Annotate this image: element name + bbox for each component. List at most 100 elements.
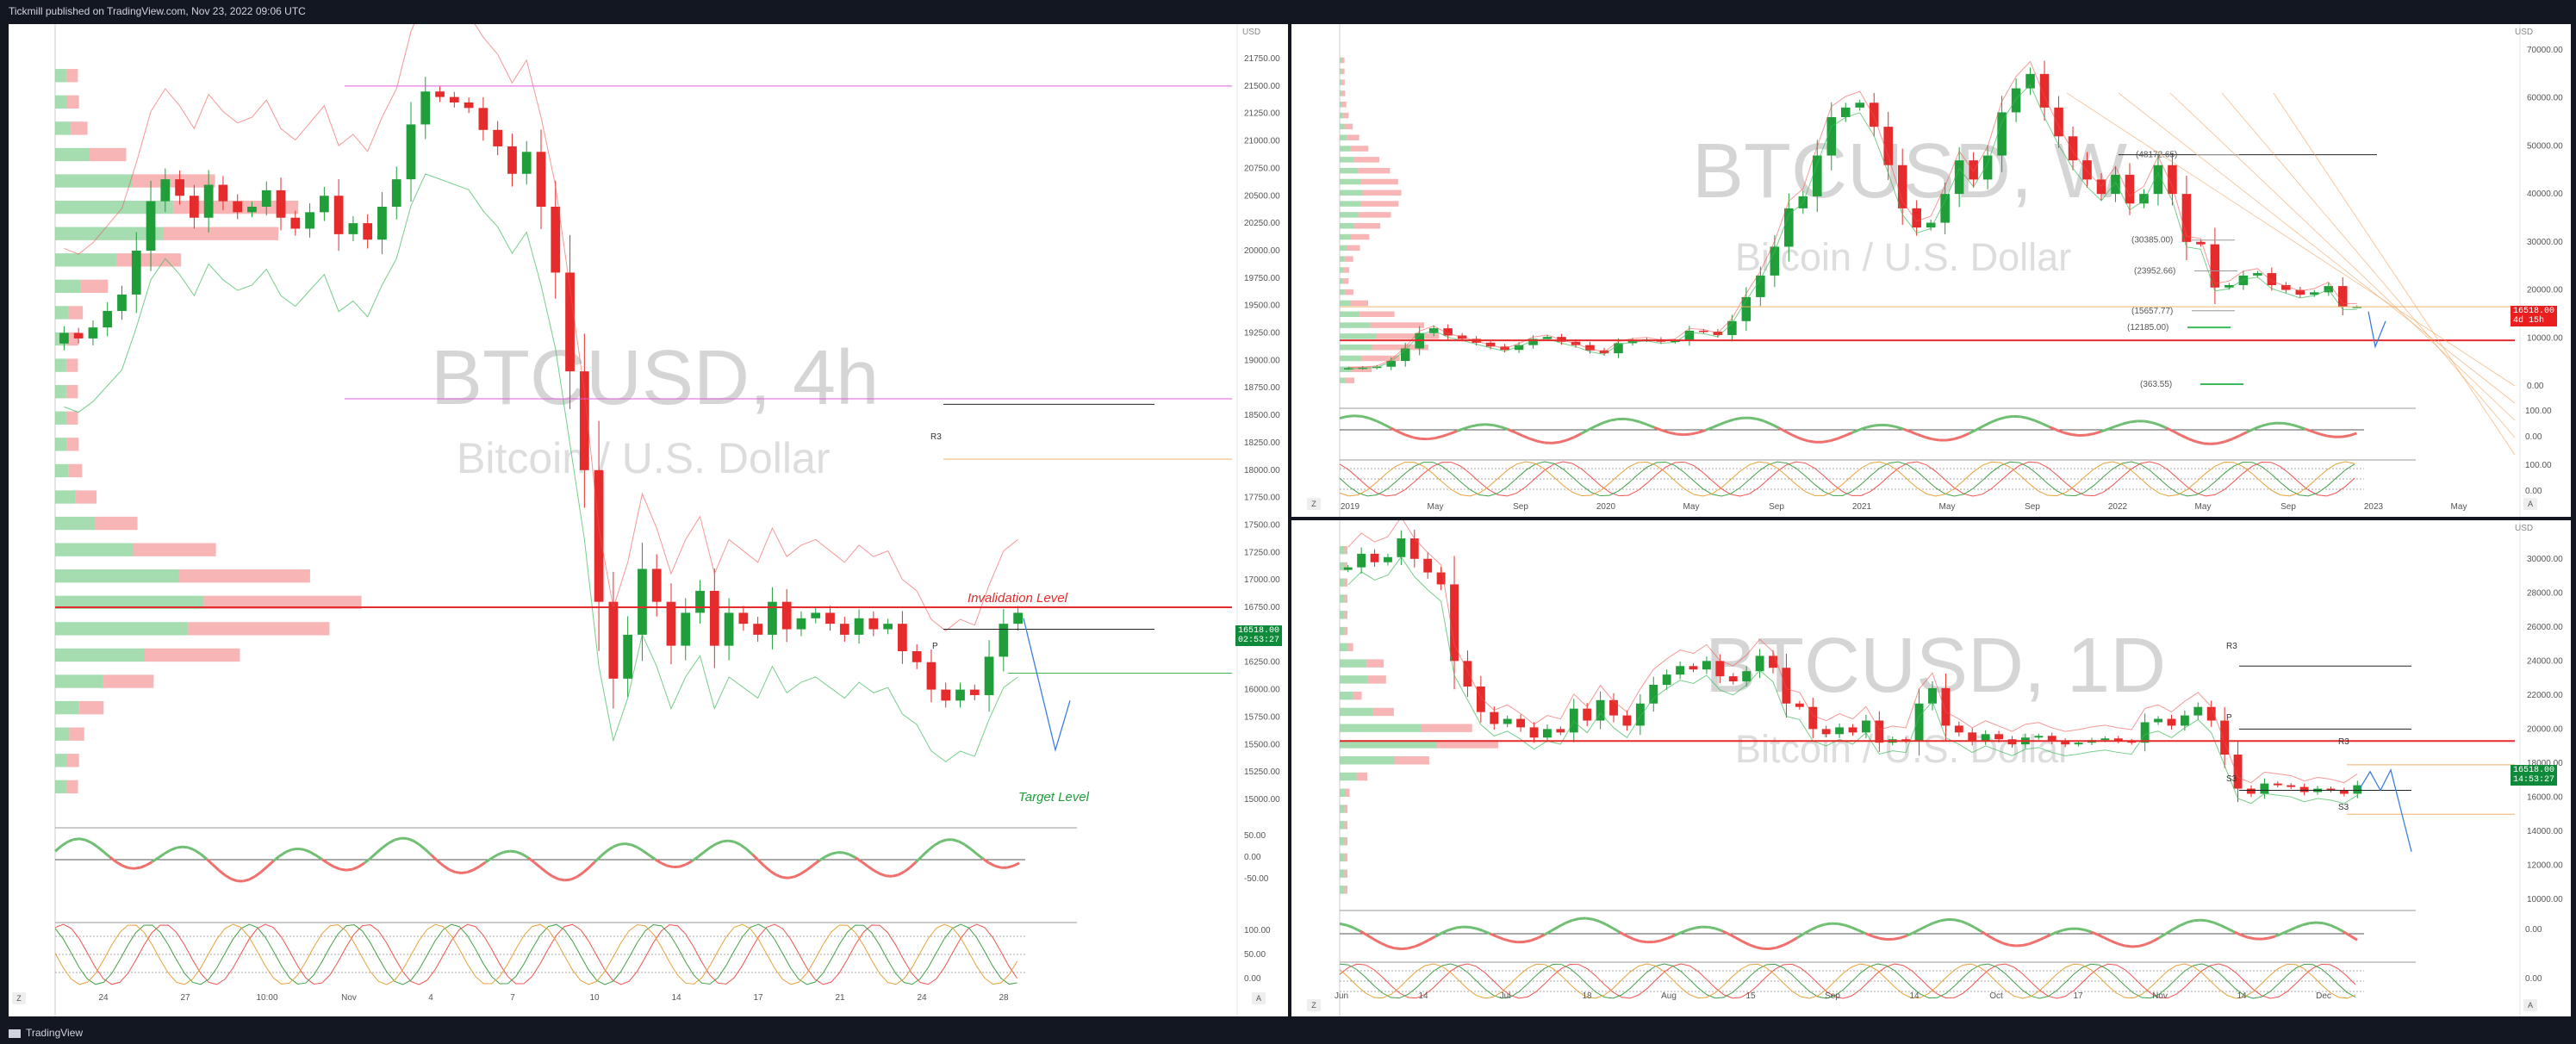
candle-body bbox=[2100, 738, 2110, 741]
volume-profile-bar-up bbox=[1340, 146, 1351, 152]
stoch-tick-label: 0.00 bbox=[2525, 974, 2542, 984]
candle-body bbox=[2224, 285, 2234, 288]
candle-body bbox=[1400, 348, 1410, 362]
candle-body bbox=[1969, 160, 1978, 180]
y-tick-label: 20000.00 bbox=[1244, 246, 1280, 256]
rsi-line bbox=[1485, 423, 1494, 427]
rsi-line bbox=[1463, 425, 1472, 430]
rsi-line bbox=[1407, 945, 1416, 950]
bar-countdown: 4d 15h bbox=[2513, 316, 2545, 326]
rsi-line bbox=[1441, 929, 1450, 935]
rsi-line bbox=[418, 842, 426, 850]
candle-body bbox=[1671, 340, 1680, 343]
candle-body bbox=[1676, 666, 1685, 675]
x-tick-label: 2021 bbox=[1852, 502, 1872, 512]
volume-profile-bar-down bbox=[1347, 134, 1360, 140]
target-level-label: Target Level bbox=[1018, 790, 1090, 805]
rsi-line bbox=[812, 860, 820, 867]
y-tick-label: 30000.00 bbox=[2527, 238, 2563, 247]
chart-pane-weekly[interactable]: BTCUSD, W Bitcoin / U.S. Dollar 70000.00… bbox=[1291, 24, 2571, 517]
rsi-line bbox=[1878, 936, 1887, 941]
zoom-z-button[interactable]: Z bbox=[1307, 498, 1321, 510]
rsi-line bbox=[2005, 414, 2013, 419]
rsi-line bbox=[1777, 426, 1787, 433]
chart-pane-daily[interactable]: BTCUSD, 1D Bitcoin / U.S. Dollar 30000.0… bbox=[1291, 520, 2571, 1016]
candle-body bbox=[1702, 661, 1711, 670]
candle-body bbox=[2287, 785, 2296, 787]
candle-body bbox=[1875, 720, 1884, 743]
rsi-line bbox=[121, 864, 128, 869]
rsi-line bbox=[1902, 427, 1911, 433]
rsi-line bbox=[1585, 917, 1593, 921]
y-tick-label: 15250.00 bbox=[1244, 767, 1280, 777]
rsi-line bbox=[1434, 931, 1443, 938]
rsi-line bbox=[1537, 439, 1546, 444]
stoch-tick-label: 50.00 bbox=[1244, 950, 1266, 960]
rsi-line bbox=[879, 872, 887, 878]
candle-body bbox=[2034, 736, 2044, 738]
rsi-line bbox=[2305, 427, 2314, 433]
rsi-line bbox=[478, 861, 487, 868]
zoom-z-button[interactable]: Z bbox=[12, 992, 26, 1004]
rsi-line bbox=[763, 865, 772, 873]
candle-body bbox=[478, 108, 488, 130]
x-tick-label: 2020 bbox=[1596, 502, 1616, 512]
trailing-stop-line-red bbox=[1347, 520, 2358, 784]
y-tick-label: 20000.00 bbox=[2527, 286, 2563, 295]
volume-profile-bar-up bbox=[55, 754, 67, 767]
rsi-line bbox=[182, 845, 190, 849]
auto-scale-button[interactable]: A bbox=[2523, 999, 2537, 1011]
volume-profile-bar-up bbox=[1340, 333, 1376, 339]
rsi-line bbox=[2187, 438, 2197, 444]
rsi-line bbox=[1360, 929, 1368, 936]
rsi-line bbox=[727, 839, 735, 843]
zoom-z-button[interactable]: Z bbox=[1307, 999, 1321, 1011]
rsi-line bbox=[1653, 426, 1663, 432]
y-tick-label: 0.00 bbox=[2527, 382, 2544, 391]
candle-body bbox=[2299, 786, 2309, 792]
rsi-line bbox=[1666, 934, 1675, 940]
fib-level-label: (48172.65) bbox=[2136, 151, 2177, 160]
rsi-line bbox=[412, 839, 420, 846]
rsi-line bbox=[1764, 419, 1772, 426]
chart-pane-4h[interactable]: BTCUSD, 4h Bitcoin / U.S. Dollar 21750.0… bbox=[9, 24, 1288, 1016]
rsi-line bbox=[2172, 924, 2181, 931]
candle-body bbox=[608, 601, 619, 679]
volume-profile-bar-up bbox=[55, 411, 66, 425]
y-tick-label: 24000.00 bbox=[2527, 656, 2563, 666]
rsi-line bbox=[1895, 425, 1904, 431]
rsi-line bbox=[490, 853, 499, 860]
rsi-line bbox=[254, 870, 263, 878]
oscillator-tick-label: 0.00 bbox=[2525, 925, 2542, 935]
candle-body bbox=[1840, 107, 1851, 117]
auto-scale-button[interactable]: A bbox=[1252, 992, 1266, 1004]
rsi-line bbox=[284, 848, 293, 854]
rsi-line bbox=[691, 855, 699, 863]
candle-body bbox=[1741, 296, 1752, 321]
volume-profile-bar-down bbox=[203, 595, 362, 609]
rsi-line bbox=[1932, 438, 1940, 442]
candle-body bbox=[1994, 734, 2004, 740]
rsi-line bbox=[1728, 933, 1737, 940]
rsi-line bbox=[2254, 425, 2262, 431]
volume-profile-bar-down bbox=[132, 174, 215, 188]
rsi-line bbox=[1565, 436, 1575, 442]
rsi-line bbox=[963, 843, 972, 850]
rsi-line bbox=[733, 840, 741, 846]
rsi-line bbox=[339, 867, 347, 872]
rsi-line bbox=[1864, 932, 1873, 938]
rsi-line bbox=[1633, 937, 1641, 943]
rsi-line bbox=[1824, 922, 1832, 926]
volume-profile-bar-up bbox=[55, 438, 67, 451]
rsi-line bbox=[157, 852, 165, 860]
rsi-line bbox=[278, 850, 287, 858]
rsi-line bbox=[503, 849, 511, 854]
rsi-line bbox=[1810, 925, 1819, 931]
auto-scale-button[interactable]: A bbox=[2523, 498, 2537, 510]
rsi-line bbox=[1573, 432, 1582, 439]
volume-profile-bar-up bbox=[55, 648, 145, 662]
rsi-line bbox=[909, 861, 918, 869]
rsi-line bbox=[151, 856, 159, 863]
candle-body bbox=[1423, 558, 1433, 573]
candle-body bbox=[651, 569, 662, 602]
